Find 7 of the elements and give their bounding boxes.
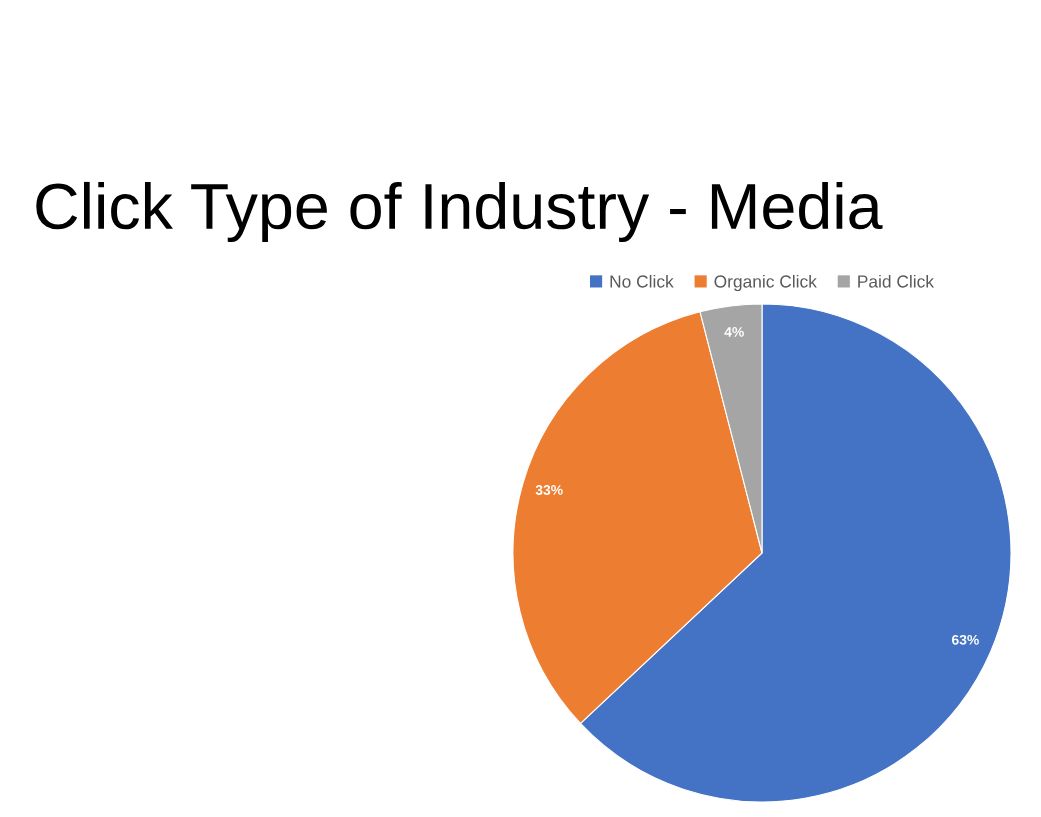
legend-label: Paid Click — [858, 274, 935, 288]
data-label: 4% — [724, 327, 744, 337]
data-label: 63% — [951, 634, 979, 645]
data-label: 33% — [535, 485, 563, 495]
legend-label: No Click — [610, 274, 674, 288]
chart-title: Click Type of Industry - Media — [36, 181, 883, 243]
legend-label: Organic Click — [714, 274, 817, 292]
